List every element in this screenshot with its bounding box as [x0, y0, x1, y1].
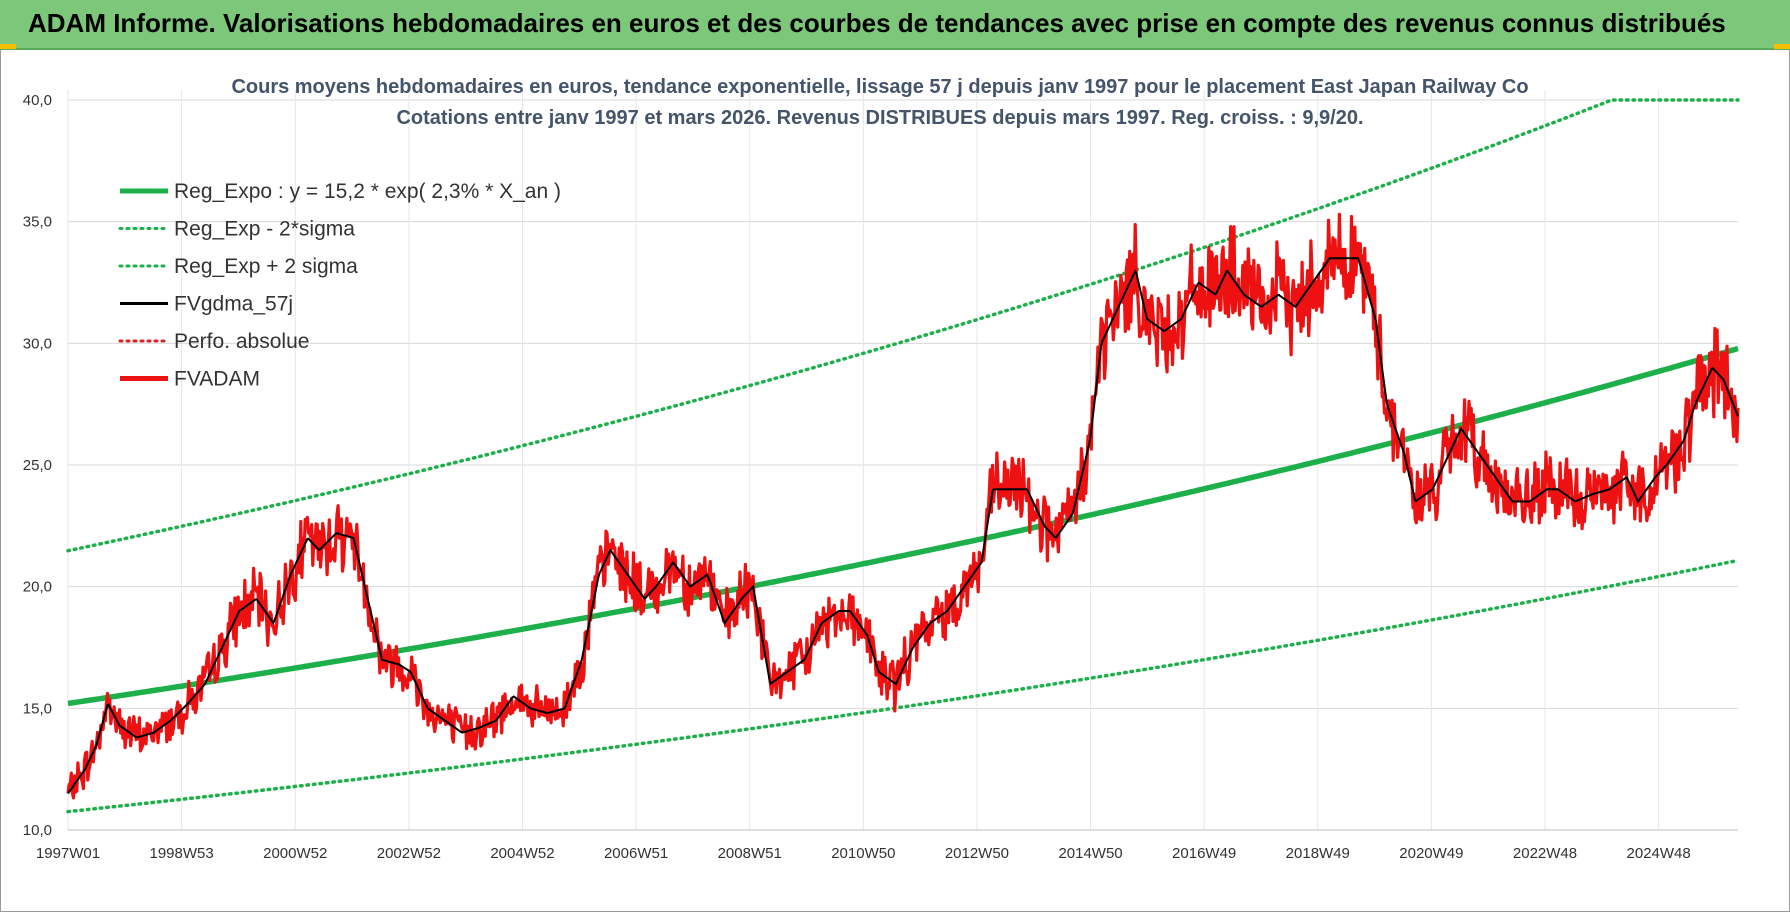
series-reg-plus-2sigma: [66, 98, 1740, 553]
series-fvadam: [66, 212, 1740, 800]
x-tick-label: 2024W48: [1627, 845, 1691, 862]
legend-label: FVgdma_57j: [174, 293, 293, 316]
x-tick-label: 2022W48: [1513, 845, 1577, 862]
x-tick-label: 2006W51: [604, 845, 668, 862]
x-tick-label: 2010W50: [831, 845, 895, 862]
y-tick-label: 15,0: [23, 700, 52, 717]
y-tick-label: 35,0: [23, 214, 52, 231]
y-tick-label: 30,0: [23, 335, 52, 352]
x-tick-label: 2002W52: [377, 845, 441, 862]
x-tick-label: 2004W52: [490, 845, 554, 862]
x-tick-label: 1997W01: [36, 845, 100, 862]
x-tick-label: 2008W51: [718, 845, 782, 862]
x-tick-label: 2014W50: [1058, 845, 1122, 862]
legend-label: Perfo. absolue: [174, 330, 309, 353]
x-tick-label: 2018W49: [1286, 845, 1350, 862]
series-fvgdma-57j: [67, 257, 1739, 795]
y-tick-label: 25,0: [23, 457, 52, 474]
series-reg-minus-2sigma: [66, 558, 1740, 814]
chart-legend: Reg_Expo : y = 15,2 * exp( 2,3% * X_an )…: [118, 180, 561, 391]
x-tick-label: 2012W50: [945, 845, 1009, 862]
legend-label: Reg_Exp - 2*sigma: [174, 218, 355, 241]
x-tick-label: 2020W49: [1399, 845, 1463, 862]
corner-marker-left: [0, 44, 16, 49]
report-header: ADAM Informe. Valorisations hebdomadaire…: [0, 0, 1790, 50]
y-tick-label: 20,0: [23, 579, 52, 596]
x-tick-label: 1998W53: [150, 845, 214, 862]
chart-grid: [67, 90, 1738, 831]
chart-title: Cours moyens hebdomadaires en euros, ten…: [231, 76, 1528, 98]
y-tick-label: 40,0: [23, 92, 52, 109]
x-tick-label: 2000W52: [263, 845, 327, 862]
chart-axes: 10,0 15,0 20,0 25,0 30,0 35,0 40,0 1997W01 1998W…: [23, 92, 1738, 862]
legend-label: Reg_Exp + 2 sigma: [174, 255, 358, 278]
chart-subtitle: Cotations entre janv 1997 et mars 2026. …: [396, 107, 1363, 129]
y-tick-label: 10,0: [23, 822, 52, 839]
x-tick-label: 2016W49: [1172, 845, 1236, 862]
series-reg-expo: [67, 345, 1739, 707]
report-title: ADAM Informe. Valorisations hebdomadaire…: [28, 8, 1726, 38]
corner-marker-right: [1774, 44, 1790, 49]
legend-label: FVADAM: [174, 368, 260, 391]
legend-label: Reg_Expo : y = 15,2 * exp( 2,3% * X_an ): [174, 180, 561, 203]
chart-series: [66, 98, 1740, 814]
